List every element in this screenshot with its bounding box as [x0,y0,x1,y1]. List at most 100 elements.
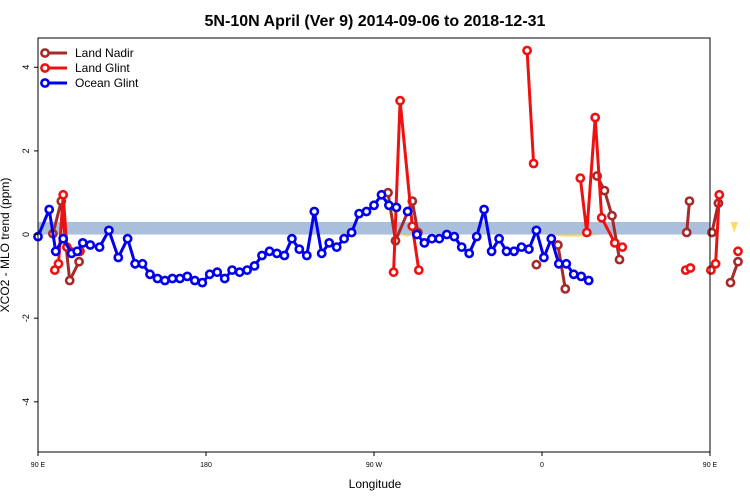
land-glint-point [596,212,607,223]
ocean-glint-point [369,200,379,211]
ocean-glint-point [376,189,387,200]
ocean-glint-point [494,233,504,244]
x-tick-label: 180 [200,462,212,469]
ocean-glint-point [104,225,114,236]
plot-frame [37,37,711,453]
ocean-glint-point [189,275,200,286]
ocean-glint-point [449,231,460,242]
ocean-glint-point [85,240,96,250]
x-tick-label: 90 W [366,462,383,469]
ocean-glint-point [242,265,252,275]
ocean-glint-point [257,250,267,261]
land-glint-point [58,189,69,200]
ocean-glint-point [391,202,402,213]
legend-swatch-point [40,78,50,88]
ocean-glint-point [576,271,587,282]
ocean-glint-point [479,204,489,215]
land-glint-point [413,265,424,275]
land-glint-point [388,267,399,278]
ocean-glint-point [546,233,557,244]
ocean-glint-point [456,242,467,252]
land-nadir-line-1 [386,192,420,243]
land-glint-point [395,95,405,106]
ocean-glint-point [286,233,297,244]
ocean-glint-point [561,258,572,269]
x-axis-label: Longitude [349,477,402,491]
series-ocean-glint [33,189,594,288]
ocean-glint-point [234,267,245,278]
ocean-glint-point [44,204,55,215]
ocean-glint-point [58,233,69,244]
legend-swatch-point [40,63,50,73]
land-glint-point [590,112,601,123]
legend-label: Ocean Glint [75,76,139,90]
y-tick-label: 4 [21,65,31,70]
ocean-glint-point [50,246,61,257]
ocean-glint-point [339,233,349,244]
land-glint-point [685,263,696,273]
ocean-glint-point [197,277,208,288]
land-glint-point [733,246,743,257]
land-glint-point [617,242,628,252]
land-glint-point [528,158,539,169]
land-nadir-point [560,283,571,294]
chart-title: 5N-10N April (Ver 9) 2014-09-06 to 2018-… [205,13,546,30]
legend-label: Land Glint [75,61,130,75]
ocean-glint-point [361,206,372,217]
yellow-region-4 [730,222,738,233]
ocean-glint-point [219,273,230,284]
ocean-glint-point [383,200,394,211]
land-glint-line-2 [525,50,536,164]
y-tick-label: -2 [21,314,31,322]
ocean-glint-point [72,246,83,257]
ocean-glint-point [152,273,163,284]
y-tick-label: -4 [21,398,31,406]
legend-item-land-nadir: Land Nadir [40,46,134,60]
ocean-glint-point [301,250,312,261]
x-tick-label: 90 E [703,462,718,469]
land-glint-point [522,45,532,56]
land-nadir-point [531,259,542,270]
ocean-glint-point [167,273,178,284]
ocean-glint-point [402,206,413,217]
land-nadir-line-5 [685,200,691,233]
land-nadir-point [64,275,75,286]
ocean-glint-point [324,237,335,248]
land-nadir-point [681,227,692,238]
ocean-glint-point [331,242,342,252]
ocean-glint-point [501,246,512,257]
series-land-glint [49,45,743,278]
x-axis: 90 E 180 90 W 0 90 E [31,452,718,469]
ocean-glint-point [94,242,105,252]
ocean-glint-point [316,248,327,259]
ocean-glint-point [568,269,579,280]
land-glint-point [710,258,721,269]
ocean-glint-point [434,233,445,244]
ocean-glint-point [271,248,282,259]
land-nadir-point [599,185,610,196]
land-nadir-point [707,227,717,238]
y-tick-label: 2 [21,148,31,153]
land-nadir-point [725,277,736,288]
ocean-glint-point [471,231,482,242]
legend-swatch-point [40,48,50,58]
land-glint-point [407,221,418,232]
legend-item-land-glint: Land Glint [40,61,130,75]
x-tick-label: 90 E [31,462,46,469]
ocean-glint-point [294,244,305,255]
ocean-glint-point [411,229,422,240]
ocean-glint-point [227,265,237,275]
land-nadir-point [733,256,743,267]
y-tick-label: 0 [21,232,31,237]
y-axis: -4 -2 0 2 4 [21,65,38,406]
ocean-glint-point [441,229,452,240]
land-glint-point [53,258,64,269]
ocean-glint-point [137,258,148,269]
ocean-glint-point [553,258,564,269]
ocean-glint-point [524,244,534,255]
legend-item-ocean-glint: Ocean Glint [40,76,139,90]
ocean-glint-point [531,225,542,236]
ocean-glint-point [583,275,594,286]
